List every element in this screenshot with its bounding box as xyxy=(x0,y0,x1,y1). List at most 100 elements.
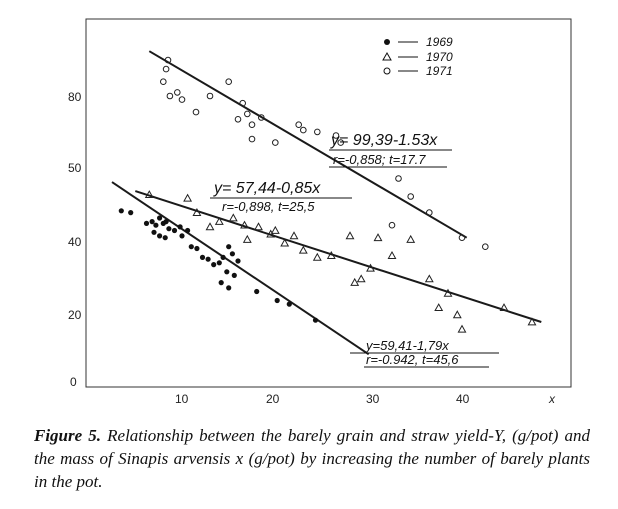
data-point-1969 xyxy=(205,256,211,262)
data-point-1969 xyxy=(211,262,217,268)
data-point-1969 xyxy=(157,215,163,221)
y-tick-label: 50 xyxy=(68,161,82,175)
data-point-1970 xyxy=(214,216,224,225)
data-point-1970 xyxy=(527,317,537,326)
data-point-1969 xyxy=(153,222,159,228)
data-point-1971 xyxy=(337,139,345,146)
legend-item-1970: 1970 xyxy=(382,50,453,64)
data-point-1971 xyxy=(178,96,186,103)
data-point-1971 xyxy=(482,243,489,250)
data-point-1970 xyxy=(406,234,416,243)
data-point-1969 xyxy=(224,269,230,275)
data-point-1971 xyxy=(295,121,303,128)
data-point-1971 xyxy=(314,128,321,136)
data-point-1969 xyxy=(218,280,224,286)
data-point-1969 xyxy=(143,220,150,226)
data-point-1971 xyxy=(225,78,232,85)
data-point-1969 xyxy=(199,254,206,260)
data-point-1969 xyxy=(226,285,232,291)
stats-1969: r=-0.942, t=45,6 xyxy=(366,352,459,367)
data-point-1969 xyxy=(128,210,134,216)
data-point-1969 xyxy=(162,235,168,241)
data-point-1970 xyxy=(183,193,193,202)
legend-label: 1971 xyxy=(426,64,453,78)
regression-line-1969 xyxy=(111,181,370,356)
data-point-1971 xyxy=(332,132,340,139)
data-point-1971 xyxy=(206,92,214,100)
data-point-1969 xyxy=(220,254,226,260)
data-point-1971 xyxy=(300,126,307,134)
data-point-1970 xyxy=(434,303,444,311)
regression-line-1971 xyxy=(148,50,468,239)
data-point-1969 xyxy=(254,288,260,295)
data-point-1969 xyxy=(163,219,169,225)
y-tick-label: 40 xyxy=(68,235,82,249)
data-point-1969 xyxy=(149,219,155,225)
legend-marker-open-circle xyxy=(383,67,391,75)
data-point-1971 xyxy=(407,193,415,200)
data-point-1971 xyxy=(166,92,174,100)
legend-item-1969: 1969 xyxy=(384,35,453,49)
data-point-1970 xyxy=(387,250,397,259)
x-axis-label: x xyxy=(548,392,556,406)
data-point-1969 xyxy=(312,317,319,323)
data-point-1970 xyxy=(326,250,336,259)
y-tick-label: 20 xyxy=(68,308,82,322)
data-point-1970 xyxy=(205,222,215,231)
data-point-1970 xyxy=(424,274,434,283)
x-tick-label: 10 xyxy=(175,392,189,406)
data-point-1971 xyxy=(192,108,200,116)
data-point-1971 xyxy=(160,78,167,85)
data-point-1969 xyxy=(185,227,191,234)
data-point-1971 xyxy=(258,114,265,121)
data-point-1970 xyxy=(356,274,366,283)
legend-marker-filled-circle xyxy=(384,39,390,45)
data-point-1969 xyxy=(194,245,200,252)
legend-marker-open-triangle xyxy=(382,51,392,61)
equation-1969: y=59,41-1,79x xyxy=(365,338,449,353)
data-point-1970 xyxy=(373,233,383,242)
data-point-1969 xyxy=(188,244,194,250)
legend-label: 1969 xyxy=(426,35,453,49)
scatter-chart: 80 50 40 20 0 10 20 30 40 x y= 99,39-1.5… xyxy=(68,18,572,406)
data-point-1971 xyxy=(395,175,402,182)
data-point-1971 xyxy=(272,139,279,146)
data-point-1969 xyxy=(151,229,157,235)
regression-lines xyxy=(111,50,542,356)
data-point-1970 xyxy=(499,303,509,311)
data-points xyxy=(118,56,537,333)
data-point-1970 xyxy=(280,238,290,247)
data-point-1970 xyxy=(366,263,375,272)
data-point-1970 xyxy=(242,234,252,243)
data-point-1970 xyxy=(240,220,249,229)
data-point-1970 xyxy=(345,231,355,240)
data-point-1969 xyxy=(274,297,280,304)
legend-label: 1970 xyxy=(426,50,453,64)
equation-1971: y= 99,39-1.53x xyxy=(330,132,438,149)
data-point-1969 xyxy=(179,233,185,239)
caption-label: Figure 5. xyxy=(34,426,102,445)
x-tick-label: 40 xyxy=(456,392,470,406)
caption-text: Relationship between the barely grain an… xyxy=(34,426,590,491)
y-tick-label: 0 xyxy=(70,375,77,389)
x-tick-label: 30 xyxy=(366,392,380,406)
data-point-1969 xyxy=(166,226,172,232)
data-point-1971 xyxy=(426,209,433,216)
stats-1970: r=-0,898, t=25,5 xyxy=(222,199,315,214)
data-point-1969 xyxy=(226,244,232,250)
data-point-1969 xyxy=(231,272,237,278)
data-point-1970 xyxy=(452,310,462,319)
data-point-1971 xyxy=(234,116,242,123)
data-point-1971 xyxy=(174,89,181,96)
data-point-1969 xyxy=(157,233,163,239)
data-point-1970 xyxy=(289,231,299,240)
data-point-1970 xyxy=(350,277,360,286)
stats-1971: r=-0,858; t=17.7 xyxy=(333,152,426,167)
data-point-1970 xyxy=(192,207,202,216)
x-tick-label: 20 xyxy=(266,392,280,406)
data-point-1970 xyxy=(228,213,238,222)
y-tick-label: 80 xyxy=(68,90,82,104)
data-point-1970 xyxy=(270,225,280,234)
data-point-1969 xyxy=(286,301,292,307)
data-point-1969 xyxy=(229,251,235,257)
